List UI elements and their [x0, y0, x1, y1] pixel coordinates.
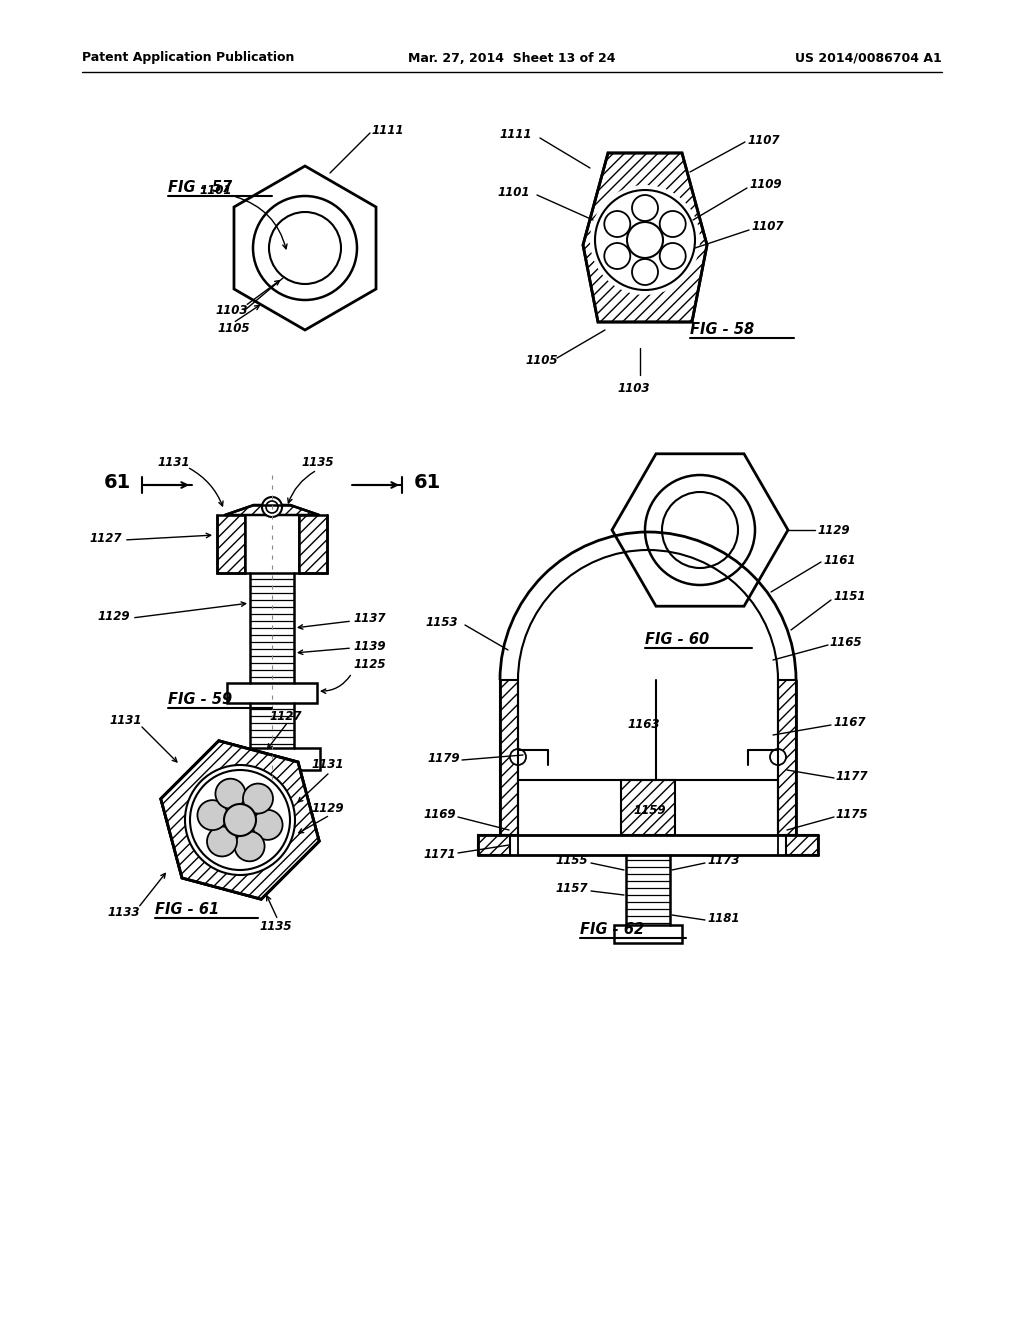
- Bar: [225, 748, 319, 770]
- Text: 1135: 1135: [260, 920, 293, 933]
- Circle shape: [632, 259, 658, 285]
- Circle shape: [234, 832, 264, 862]
- Circle shape: [243, 784, 273, 813]
- Text: 1111: 1111: [500, 128, 532, 141]
- Polygon shape: [786, 836, 818, 855]
- Text: 1133: 1133: [108, 907, 140, 920]
- Text: 1179: 1179: [428, 751, 461, 764]
- Text: 1155: 1155: [556, 854, 589, 867]
- Circle shape: [604, 211, 631, 238]
- Text: FIG - 58: FIG - 58: [690, 322, 754, 338]
- Text: Mar. 27, 2014  Sheet 13 of 24: Mar. 27, 2014 Sheet 13 of 24: [409, 51, 615, 65]
- Text: 1131: 1131: [312, 759, 344, 771]
- Circle shape: [266, 502, 278, 513]
- Text: 1125: 1125: [354, 659, 386, 672]
- Circle shape: [198, 800, 227, 830]
- Polygon shape: [299, 515, 327, 573]
- Circle shape: [269, 213, 341, 284]
- Polygon shape: [612, 454, 788, 606]
- Text: 1127: 1127: [270, 710, 302, 722]
- Circle shape: [207, 826, 237, 857]
- Text: FIG - 57: FIG - 57: [168, 181, 232, 195]
- Text: 1129: 1129: [312, 801, 344, 814]
- Circle shape: [253, 810, 283, 840]
- Bar: [227, 682, 317, 704]
- Text: 61: 61: [103, 474, 131, 492]
- Circle shape: [627, 222, 663, 257]
- Circle shape: [262, 498, 282, 517]
- Polygon shape: [217, 515, 245, 573]
- Text: 1111: 1111: [372, 124, 404, 136]
- Text: 1139: 1139: [354, 639, 386, 652]
- Polygon shape: [478, 836, 510, 855]
- Text: FIG - 59: FIG - 59: [168, 693, 232, 708]
- Bar: [614, 925, 682, 942]
- Text: 1173: 1173: [707, 854, 739, 867]
- Polygon shape: [778, 680, 796, 836]
- Text: 1107: 1107: [746, 133, 779, 147]
- Polygon shape: [583, 153, 707, 322]
- Text: 1167: 1167: [833, 715, 865, 729]
- Text: 1109: 1109: [749, 178, 781, 191]
- Polygon shape: [161, 741, 319, 899]
- Text: 1153: 1153: [425, 615, 458, 628]
- Text: 1131: 1131: [157, 455, 189, 469]
- Text: 1175: 1175: [836, 808, 868, 821]
- Text: 1177: 1177: [836, 770, 868, 783]
- Text: FIG - 60: FIG - 60: [645, 632, 710, 648]
- Text: 1129: 1129: [98, 610, 130, 623]
- Text: 1137: 1137: [354, 612, 386, 626]
- Circle shape: [510, 748, 526, 766]
- Circle shape: [662, 492, 738, 568]
- Text: 1181: 1181: [707, 912, 739, 924]
- Text: 1103: 1103: [617, 381, 649, 395]
- Text: 1105: 1105: [217, 322, 250, 334]
- Polygon shape: [161, 741, 319, 899]
- Text: 1159: 1159: [633, 804, 666, 817]
- Text: 1101: 1101: [200, 183, 232, 197]
- Text: Patent Application Publication: Patent Application Publication: [82, 51, 294, 65]
- Text: 1165: 1165: [830, 635, 862, 648]
- Text: 1161: 1161: [823, 553, 855, 566]
- Text: US 2014/0086704 A1: US 2014/0086704 A1: [796, 51, 942, 65]
- Circle shape: [185, 766, 295, 875]
- Text: 1157: 1157: [556, 883, 589, 895]
- Text: 1129: 1129: [817, 524, 850, 536]
- Text: 61: 61: [414, 474, 440, 492]
- Polygon shape: [621, 780, 675, 836]
- Circle shape: [770, 748, 786, 766]
- Text: 1171: 1171: [424, 849, 457, 862]
- Text: 1163: 1163: [628, 718, 660, 731]
- Polygon shape: [500, 680, 518, 836]
- Circle shape: [659, 243, 686, 269]
- Text: 1131: 1131: [110, 714, 142, 726]
- Text: FIG - 62: FIG - 62: [580, 923, 644, 937]
- Text: 1135: 1135: [302, 455, 335, 469]
- Text: FIG - 61: FIG - 61: [155, 903, 219, 917]
- Circle shape: [632, 195, 658, 220]
- Text: 1151: 1151: [833, 590, 865, 603]
- Circle shape: [604, 243, 631, 269]
- Circle shape: [253, 195, 357, 300]
- Text: 1103: 1103: [215, 305, 248, 318]
- Circle shape: [215, 779, 246, 809]
- Circle shape: [645, 475, 755, 585]
- Polygon shape: [234, 166, 376, 330]
- Circle shape: [590, 185, 700, 294]
- Text: 1169: 1169: [424, 808, 457, 821]
- Text: 1107: 1107: [751, 220, 783, 234]
- Text: 1127: 1127: [90, 532, 123, 544]
- Circle shape: [659, 211, 686, 238]
- Text: 1101: 1101: [497, 186, 529, 198]
- Text: 1105: 1105: [525, 354, 557, 367]
- Polygon shape: [225, 506, 319, 515]
- Circle shape: [224, 804, 256, 836]
- Circle shape: [595, 190, 695, 290]
